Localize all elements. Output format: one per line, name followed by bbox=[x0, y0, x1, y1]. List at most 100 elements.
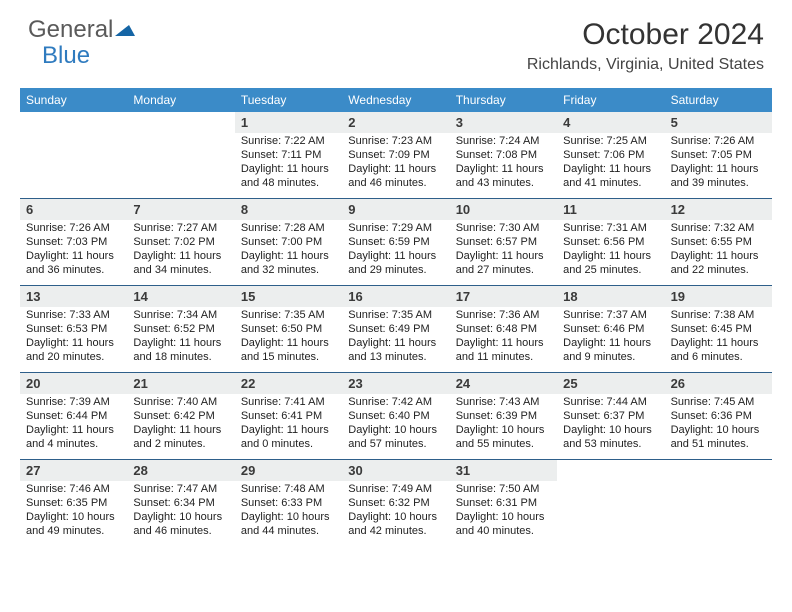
day-info: Sunrise: 7:41 AMSunset: 6:41 PMDaylight:… bbox=[235, 394, 342, 455]
day-info: Sunrise: 7:23 AMSunset: 7:09 PMDaylight:… bbox=[342, 133, 449, 194]
daylight-text: Daylight: 11 hours and 2 minutes. bbox=[133, 424, 228, 452]
day-info: Sunrise: 7:36 AMSunset: 6:48 PMDaylight:… bbox=[450, 307, 557, 368]
day-info: Sunrise: 7:34 AMSunset: 6:52 PMDaylight:… bbox=[127, 307, 234, 368]
sunrise-text: Sunrise: 7:29 AM bbox=[348, 222, 443, 236]
sunrise-text: Sunrise: 7:39 AM bbox=[26, 396, 121, 410]
day-info: Sunrise: 7:49 AMSunset: 6:32 PMDaylight:… bbox=[342, 481, 449, 542]
day-number: 19 bbox=[665, 286, 772, 307]
daylight-text: Daylight: 11 hours and 0 minutes. bbox=[241, 424, 336, 452]
day-number: 13 bbox=[20, 286, 127, 307]
weeks-container: ........1Sunrise: 7:22 AMSunset: 7:11 PM… bbox=[20, 112, 772, 546]
day-cell: 6Sunrise: 7:26 AMSunset: 7:03 PMDaylight… bbox=[20, 199, 127, 285]
day-cell: 15Sunrise: 7:35 AMSunset: 6:50 PMDayligh… bbox=[235, 286, 342, 372]
daylight-text: Daylight: 11 hours and 6 minutes. bbox=[671, 337, 766, 365]
daylight-text: Daylight: 11 hours and 29 minutes. bbox=[348, 250, 443, 278]
day-of-week-header: SundayMondayTuesdayWednesdayThursdayFrid… bbox=[20, 88, 772, 112]
day-number: 9 bbox=[342, 199, 449, 220]
sunset-text: Sunset: 6:45 PM bbox=[671, 323, 766, 337]
day-cell: 21Sunrise: 7:40 AMSunset: 6:42 PMDayligh… bbox=[127, 373, 234, 459]
day-number: 30 bbox=[342, 460, 449, 481]
daylight-text: Daylight: 11 hours and 43 minutes. bbox=[456, 163, 551, 191]
day-cell: 11Sunrise: 7:31 AMSunset: 6:56 PMDayligh… bbox=[557, 199, 664, 285]
sunrise-text: Sunrise: 7:49 AM bbox=[348, 483, 443, 497]
sunset-text: Sunset: 7:02 PM bbox=[133, 236, 228, 250]
day-cell: 13Sunrise: 7:33 AMSunset: 6:53 PMDayligh… bbox=[20, 286, 127, 372]
sunset-text: Sunset: 7:08 PM bbox=[456, 149, 551, 163]
daylight-text: Daylight: 11 hours and 4 minutes. bbox=[26, 424, 121, 452]
day-number: 27 bbox=[20, 460, 127, 481]
daylight-text: Daylight: 11 hours and 46 minutes. bbox=[348, 163, 443, 191]
calendar: SundayMondayTuesdayWednesdayThursdayFrid… bbox=[20, 88, 772, 546]
day-info: Sunrise: 7:25 AMSunset: 7:06 PMDaylight:… bbox=[557, 133, 664, 194]
sunset-text: Sunset: 6:53 PM bbox=[26, 323, 121, 337]
day-cell: 16Sunrise: 7:35 AMSunset: 6:49 PMDayligh… bbox=[342, 286, 449, 372]
day-number: 28 bbox=[127, 460, 234, 481]
sunrise-text: Sunrise: 7:43 AM bbox=[456, 396, 551, 410]
day-number: 2 bbox=[342, 112, 449, 133]
week-row: 13 Sunrise: 7:33 AMSunset: 6:53 PM Dayligh… bbox=[20, 286, 772, 373]
day-number: 6 bbox=[20, 199, 127, 220]
sunset-text: Sunset: 6:49 PM bbox=[348, 323, 443, 337]
day-info: Sunrise: 7:43 AMSunset: 6:39 PMDaylight:… bbox=[450, 394, 557, 455]
sunrise-text: Sunrise: 7:36 AM bbox=[456, 309, 551, 323]
day-info: Sunrise: 7:32 AMSunset: 6:55 PMDaylight:… bbox=[665, 220, 772, 281]
day-cell: 19Sunrise: 7:38 AMSunset: 6:45 PMDayligh… bbox=[665, 286, 772, 372]
sunrise-text: Sunrise: 7:30 AM bbox=[456, 222, 551, 236]
sunrise-text: Sunrise: 7:33 AM bbox=[26, 309, 121, 323]
daylight-text: Daylight: 10 hours and 46 minutes. bbox=[133, 511, 228, 539]
day-info: Sunrise: 7:50 AMSunset: 6:31 PMDaylight:… bbox=[450, 481, 557, 542]
daylight-text: Daylight: 11 hours and 13 minutes. bbox=[348, 337, 443, 365]
daylight-text: Daylight: 10 hours and 55 minutes. bbox=[456, 424, 551, 452]
day-cell: 27Sunrise: 7:46 AMSunset: 6:35 PMDayligh… bbox=[20, 460, 127, 546]
day-cell: 8Sunrise: 7:28 AMSunset: 7:00 PMDaylight… bbox=[235, 199, 342, 285]
sunrise-text: Sunrise: 7:41 AM bbox=[241, 396, 336, 410]
day-number: 12 bbox=[665, 199, 772, 220]
sunset-text: Sunset: 6:33 PM bbox=[241, 497, 336, 511]
day-number: 25 bbox=[557, 373, 664, 394]
sunset-text: Sunset: 7:03 PM bbox=[26, 236, 121, 250]
sunrise-text: Sunrise: 7:26 AM bbox=[26, 222, 121, 236]
sunset-text: Sunset: 6:32 PM bbox=[348, 497, 443, 511]
sunrise-text: Sunrise: 7:22 AM bbox=[241, 135, 336, 149]
daylight-text: Daylight: 11 hours and 25 minutes. bbox=[563, 250, 658, 278]
daylight-text: Daylight: 11 hours and 41 minutes. bbox=[563, 163, 658, 191]
daylight-text: Daylight: 10 hours and 42 minutes. bbox=[348, 511, 443, 539]
sunset-text: Sunset: 6:42 PM bbox=[133, 410, 228, 424]
day-number: 31 bbox=[450, 460, 557, 481]
sunset-text: Sunset: 6:50 PM bbox=[241, 323, 336, 337]
day-info: Sunrise: 7:37 AMSunset: 6:46 PMDaylight:… bbox=[557, 307, 664, 368]
day-info: Sunrise: 7:28 AMSunset: 7:00 PMDaylight:… bbox=[235, 220, 342, 281]
day-info: Sunrise: 7:42 AMSunset: 6:40 PMDaylight:… bbox=[342, 394, 449, 455]
daylight-text: Daylight: 10 hours and 51 minutes. bbox=[671, 424, 766, 452]
logo: General bbox=[28, 18, 137, 42]
sunset-text: Sunset: 7:11 PM bbox=[241, 149, 336, 163]
sunrise-text: Sunrise: 7:32 AM bbox=[671, 222, 766, 236]
sunrise-text: Sunrise: 7:24 AM bbox=[456, 135, 551, 149]
sunrise-text: Sunrise: 7:42 AM bbox=[348, 396, 443, 410]
sunrise-text: Sunrise: 7:35 AM bbox=[348, 309, 443, 323]
sunset-text: Sunset: 7:00 PM bbox=[241, 236, 336, 250]
sunrise-text: Sunrise: 7:38 AM bbox=[671, 309, 766, 323]
sunrise-text: Sunrise: 7:35 AM bbox=[241, 309, 336, 323]
sunset-text: Sunset: 6:56 PM bbox=[563, 236, 658, 250]
day-cell: 23Sunrise: 7:42 AMSunset: 6:40 PMDayligh… bbox=[342, 373, 449, 459]
day-number: 26 bbox=[665, 373, 772, 394]
sunrise-text: Sunrise: 7:27 AM bbox=[133, 222, 228, 236]
day-info: Sunrise: 7:24 AMSunset: 7:08 PMDaylight:… bbox=[450, 133, 557, 194]
day-info: Sunrise: 7:38 AMSunset: 6:45 PMDaylight:… bbox=[665, 307, 772, 368]
sunrise-text: Sunrise: 7:44 AM bbox=[563, 396, 658, 410]
sunset-text: Sunset: 6:31 PM bbox=[456, 497, 551, 511]
day-cell: 4Sunrise: 7:25 AMSunset: 7:06 PMDaylight… bbox=[557, 112, 664, 198]
day-number: 23 bbox=[342, 373, 449, 394]
day-number: 5 bbox=[665, 112, 772, 133]
sunset-text: Sunset: 6:44 PM bbox=[26, 410, 121, 424]
day-cell: 29Sunrise: 7:48 AMSunset: 6:33 PMDayligh… bbox=[235, 460, 342, 546]
sunset-text: Sunset: 6:46 PM bbox=[563, 323, 658, 337]
day-number: 21 bbox=[127, 373, 234, 394]
week-row: 6 Sunrise: 7:26 AMSunset: 7:03 PM Daylight… bbox=[20, 199, 772, 286]
day-number: 11 bbox=[557, 199, 664, 220]
location-text: Richlands, Virginia, United States bbox=[527, 56, 764, 74]
day-info: Sunrise: 7:35 AMSunset: 6:49 PMDaylight:… bbox=[342, 307, 449, 368]
sunrise-text: Sunrise: 7:34 AM bbox=[133, 309, 228, 323]
day-number: 24 bbox=[450, 373, 557, 394]
